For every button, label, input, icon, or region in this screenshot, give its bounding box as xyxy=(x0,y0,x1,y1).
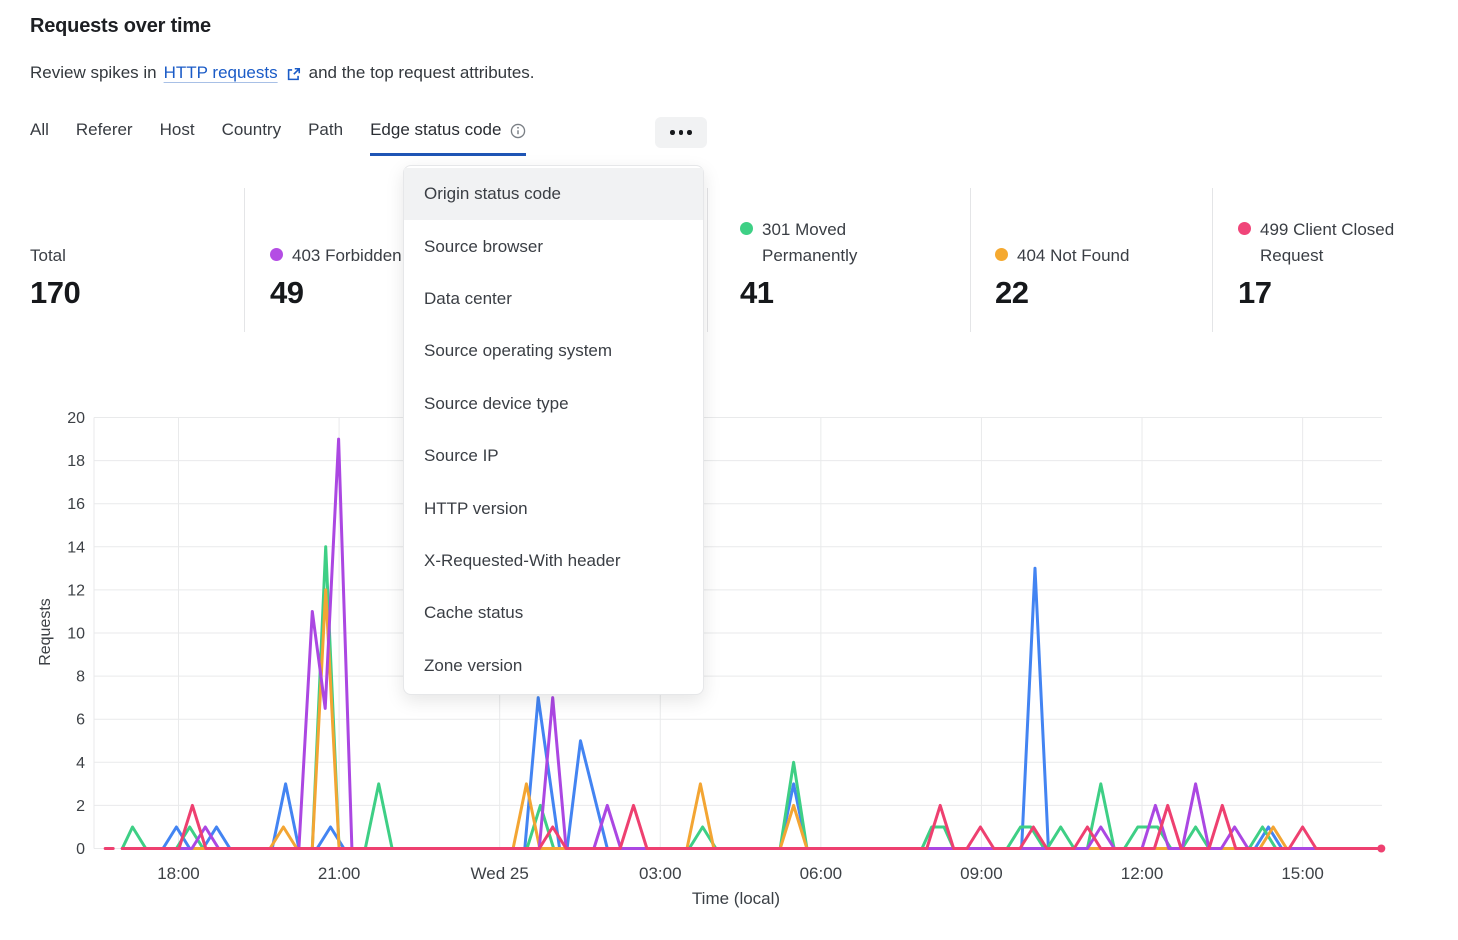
stat-value: 17 xyxy=(1238,275,1272,311)
svg-text:8: 8 xyxy=(76,669,85,686)
attribute-dropdown-menu: Origin status code Source browser Data c… xyxy=(403,165,704,695)
subtitle-suffix: and the top request attributes. xyxy=(308,63,535,82)
svg-text:12:00: 12:00 xyxy=(1121,864,1164,883)
tab-path[interactable]: Path xyxy=(308,120,344,139)
stat-label-text: 301 Moved Permanently xyxy=(762,220,858,265)
tab-referer[interactable]: Referer xyxy=(75,120,133,139)
stat-label: 301 Moved Permanently xyxy=(740,217,950,268)
series-dot-499 xyxy=(1238,222,1251,236)
svg-text:09:00: 09:00 xyxy=(960,864,1003,883)
stat-label: 404 Not Found xyxy=(995,243,1195,269)
page-title: Requests over time xyxy=(30,15,211,37)
menu-item-source-browser[interactable]: Source browser xyxy=(424,236,544,256)
stat-label: 403 Forbidden xyxy=(270,243,480,269)
stat-value: 170 xyxy=(30,275,81,311)
info-icon[interactable] xyxy=(510,123,526,139)
svg-text:18:00: 18:00 xyxy=(157,864,200,883)
stat-label: 499 Client Closed Request xyxy=(1238,217,1438,268)
more-tabs-button[interactable] xyxy=(655,117,707,148)
svg-text:20: 20 xyxy=(67,410,85,427)
svg-text:2: 2 xyxy=(76,798,85,815)
stat-divider xyxy=(970,188,971,332)
menu-item-http-version[interactable]: HTTP version xyxy=(424,498,528,518)
stat-label-text: 404 Not Found xyxy=(1017,245,1130,265)
tab-edge-status-code[interactable]: Edge status code xyxy=(370,120,527,156)
series-dot-301 xyxy=(740,222,753,236)
menu-item-origin-status-code[interactable]: Origin status code xyxy=(404,168,703,221)
stat-301-moved-permanently[interactable]: 301 Moved Permanently 41 xyxy=(740,192,950,310)
menu-item-source-ip[interactable]: Source IP xyxy=(424,446,499,466)
menu-item-source-operating-system[interactable]: Source operating system xyxy=(424,341,613,361)
menu-item-source-device-type[interactable]: Source device type xyxy=(424,393,569,413)
menu-item-zone-version[interactable]: Zone version xyxy=(424,655,523,675)
svg-text:16: 16 xyxy=(67,496,85,513)
svg-text:10: 10 xyxy=(67,626,85,643)
tab-country[interactable]: Country xyxy=(221,120,282,139)
stat-499-client-closed-request[interactable]: 499 Client Closed Request 17 xyxy=(1238,192,1438,310)
http-requests-link[interactable]: HTTP requests xyxy=(163,63,278,82)
tab-edge-status-code-label: Edge status code xyxy=(370,120,502,139)
series-dot-403 xyxy=(270,247,283,261)
ellipsis-icon xyxy=(670,130,675,135)
svg-text:06:00: 06:00 xyxy=(800,864,843,883)
stat-label: Total xyxy=(30,243,230,269)
stat-divider xyxy=(1212,188,1213,332)
stat-divider xyxy=(244,188,245,332)
stat-divider xyxy=(707,188,708,332)
menu-item-cache-status[interactable]: Cache status xyxy=(424,603,524,623)
x-axis-title: Time (local) xyxy=(691,889,781,908)
menu-item-x-requested-with-header[interactable]: X-Requested-With header xyxy=(424,551,621,571)
svg-text:18: 18 xyxy=(67,453,85,470)
stat-label-text: 499 Client Closed Request xyxy=(1260,220,1395,265)
stat-label-text: 403 Forbidden xyxy=(292,245,402,265)
attribute-tabs: All Referer Host Country Path Edge statu… xyxy=(30,120,527,156)
svg-text:4: 4 xyxy=(76,755,85,772)
stat-value: 22 xyxy=(995,275,1029,311)
stat-label-text: Total xyxy=(30,245,66,265)
svg-text:12: 12 xyxy=(67,582,85,599)
svg-text:Wed 25: Wed 25 xyxy=(471,864,529,883)
stat-value: 41 xyxy=(740,275,774,311)
subtitle-prefix: Review spikes in xyxy=(30,63,157,82)
stat-403-forbidden[interactable]: 403 Forbidden 49 xyxy=(270,192,480,310)
svg-text:21:00: 21:00 xyxy=(318,864,361,883)
stat-404-not-found[interactable]: 404 Not Found 22 xyxy=(995,192,1195,310)
menu-item-data-center[interactable]: Data center xyxy=(424,289,512,309)
stat-value: 49 xyxy=(270,275,304,311)
tab-all[interactable]: All xyxy=(30,120,49,139)
stat-total: Total 170 xyxy=(30,192,230,310)
svg-text:03:00: 03:00 xyxy=(639,864,682,883)
subtitle: Review spikes in HTTP requests and the t… xyxy=(30,63,535,83)
series-dot-404 xyxy=(995,247,1008,261)
tab-host[interactable]: Host xyxy=(159,120,195,139)
external-link-icon[interactable] xyxy=(285,66,302,83)
svg-text:0: 0 xyxy=(76,841,85,858)
svg-text:15:00: 15:00 xyxy=(1281,864,1324,883)
svg-text:14: 14 xyxy=(67,539,85,556)
svg-text:6: 6 xyxy=(76,712,85,729)
